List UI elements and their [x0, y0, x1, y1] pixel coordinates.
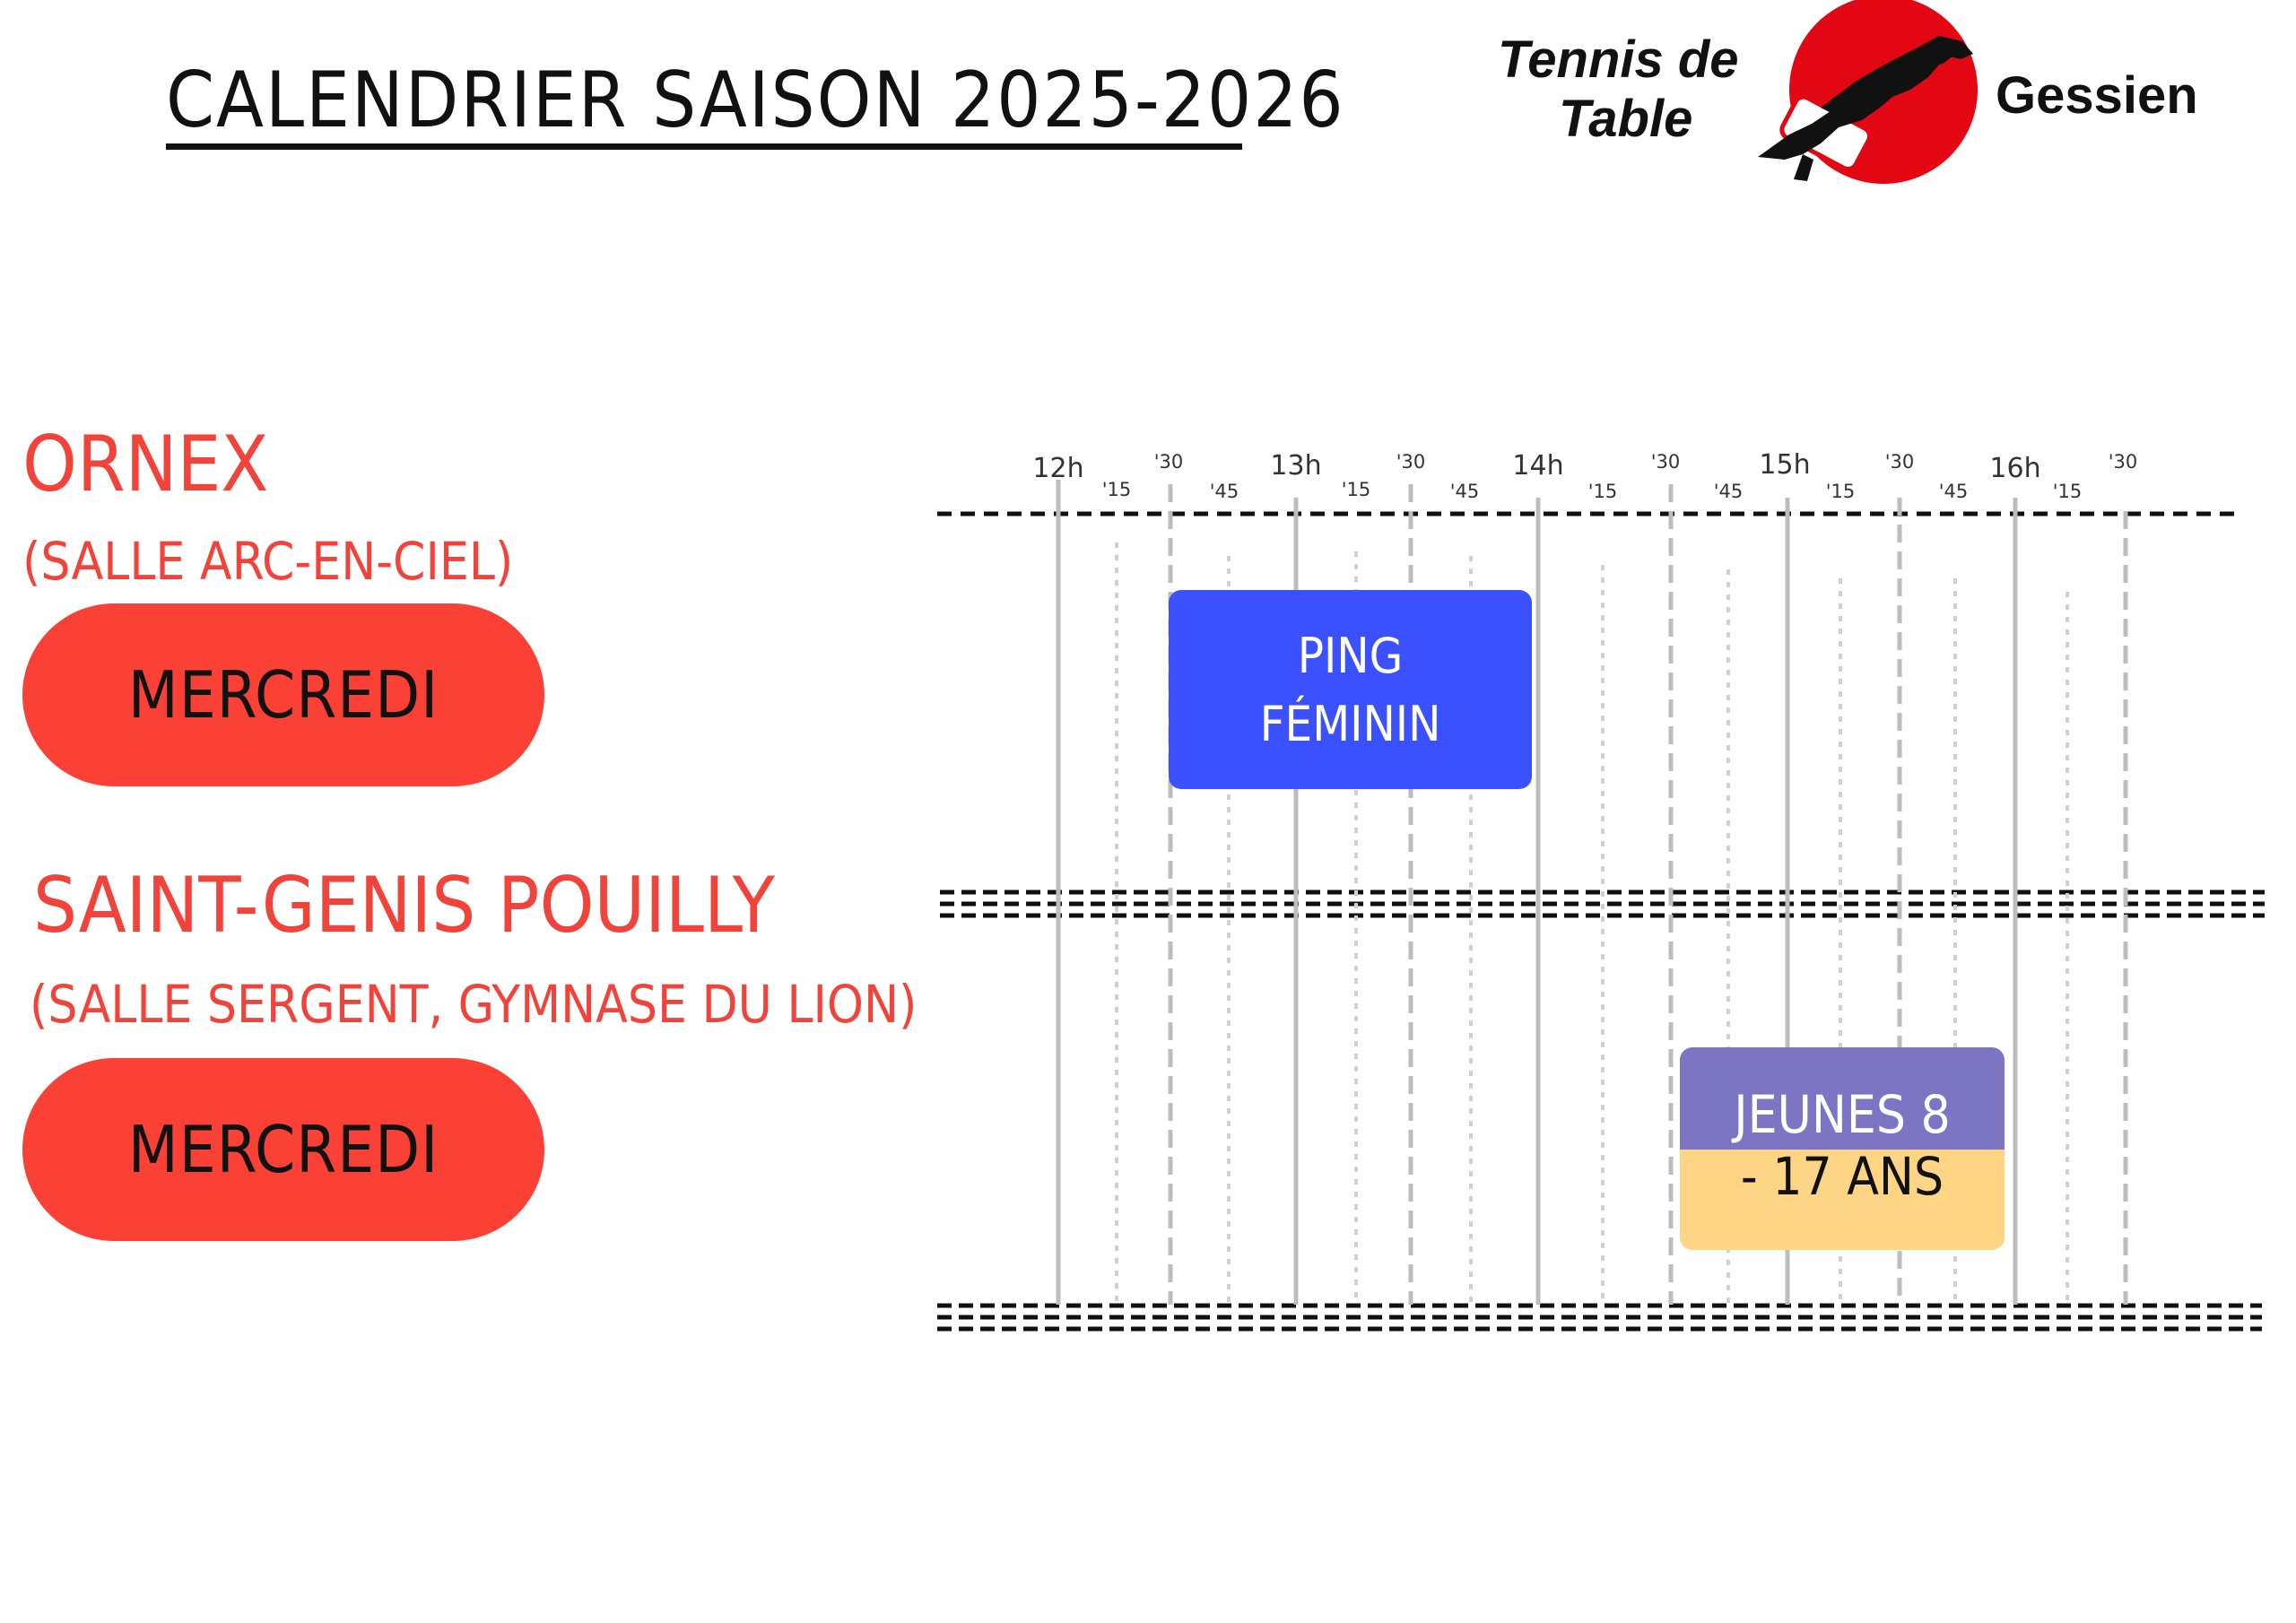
venue-name-saint-genis: SAINT-GENIS POUILLY [33, 861, 775, 950]
tick-label-12h: 12h [1032, 453, 1083, 484]
section-divider [940, 890, 2265, 918]
tick-label-14h15: '15 [1588, 481, 1618, 502]
tick-label-13h30: '30 [1396, 451, 1426, 473]
venue-subtitle-ornex: (SALLE ARC-EN-CIEL) [22, 531, 514, 592]
logo-text-tennis-de: Tennis de [1498, 30, 1739, 89]
event-ping-feminin[interactable]: PING FÉMININ [1169, 590, 1532, 789]
tick-label-16h30: '30 [2109, 451, 2138, 473]
tick-label-13h45: '45 [1450, 481, 1480, 502]
tick-label-12h30: '30 [1154, 451, 1184, 473]
tick-label-15h: 15h [1759, 449, 1810, 481]
wolf-paddle-icon [1758, 0, 1978, 184]
club-logo: Tennis de Table Gessien [1480, 0, 2233, 206]
tick-label-15h30: '30 [1885, 451, 1915, 473]
tick-label-15h45: '45 [1939, 481, 1969, 502]
tick-label-12h45: '45 [1210, 481, 1239, 502]
event-jeunes-8-17[interactable]: JEUNES 8 - 17 ANS [1680, 1047, 2005, 1250]
tick-label-16h15: '15 [2053, 481, 2083, 502]
event-title-line2: - 17 ANS [1680, 1150, 2005, 1250]
tick-label-13h15: '15 [1342, 479, 1371, 500]
tick-label-13h: 13h [1270, 450, 1321, 482]
event-title-line2: FÉMININ [1259, 696, 1441, 752]
tick-label-12h15: '15 [1102, 479, 1132, 500]
bottom-divider [937, 1303, 2262, 1332]
page-title: CALENDRIER SAISON 2025-2026 [166, 56, 1345, 145]
title-underline [166, 143, 1242, 150]
event-title-line1: JEUNES 8 [1680, 1047, 2005, 1150]
tick-label-14h45: '45 [1714, 481, 1744, 502]
tick-label-14h: 14h [1512, 450, 1563, 482]
venue-name-ornex: ORNEX [22, 420, 269, 509]
event-title-line1: PING [1297, 628, 1404, 684]
logo-text-gessien: Gessien [1996, 66, 2198, 125]
day-pill-ornex: MERCREDI [22, 603, 544, 786]
time-axis-labels: 12h 13h 14h 15h 16h '30 '30 '30 '30 '30 … [1032, 449, 2137, 502]
tick-label-14h30: '30 [1651, 451, 1681, 473]
tick-label-15h15: '15 [1826, 481, 1856, 502]
logo-text-table: Table [1559, 90, 1693, 148]
venue-subtitle-saint-genis: (SALLE SERGENT, GYMNASE DU LION) [30, 974, 918, 1035]
day-pill-saint-genis: MERCREDI [22, 1058, 544, 1241]
tick-label-16h: 16h [1989, 453, 2040, 484]
